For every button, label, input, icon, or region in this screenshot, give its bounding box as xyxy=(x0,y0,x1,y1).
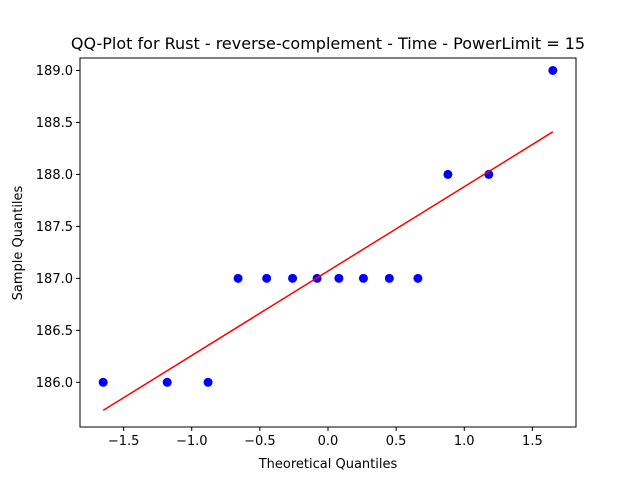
data-point xyxy=(203,377,213,387)
x-tick-label: 0.5 xyxy=(386,434,407,449)
data-point xyxy=(98,377,108,387)
data-point xyxy=(262,273,272,283)
plot-frame xyxy=(79,57,577,428)
data-point xyxy=(413,273,423,283)
data-point xyxy=(288,273,298,283)
y-tick-label: 187.0 xyxy=(36,272,73,287)
data-point xyxy=(358,273,368,283)
y-axis-label: Sample Quantiles xyxy=(11,185,26,300)
data-point xyxy=(334,273,344,283)
x-tick-label: −0.5 xyxy=(244,434,276,449)
x-tick-label: 0.0 xyxy=(318,434,339,449)
y-tick-label: 188.5 xyxy=(36,116,73,131)
x-tick-label: −1.5 xyxy=(108,434,140,449)
chart-title: QQ-Plot for Rust - reverse-complement - … xyxy=(71,34,585,53)
x-tick-label: 1.0 xyxy=(454,434,475,449)
x-axis-label: Theoretical Quantiles xyxy=(258,457,398,472)
y-tick-label: 186.5 xyxy=(36,324,73,339)
plot-area xyxy=(98,65,558,412)
y-axis: 186.0 186.5 187.0 187.5 188.0 188.5 189.0 xyxy=(36,64,80,391)
data-point xyxy=(162,377,172,387)
y-tick-label: 189.0 xyxy=(36,64,73,79)
data-point xyxy=(233,273,243,283)
y-tick-label: 187.5 xyxy=(36,220,73,235)
data-point xyxy=(443,169,453,179)
data-point xyxy=(384,273,394,283)
y-tick-label: 188.0 xyxy=(36,168,73,183)
y-tick-label: 186.0 xyxy=(36,376,73,391)
fit-line xyxy=(102,131,554,412)
x-axis: −1.5 −1.0 −0.5 0.0 0.5 1.0 1.5 xyxy=(108,427,543,449)
x-tick-label: 1.5 xyxy=(522,434,543,449)
data-point xyxy=(548,65,558,75)
x-tick-label: −1.0 xyxy=(176,434,208,449)
